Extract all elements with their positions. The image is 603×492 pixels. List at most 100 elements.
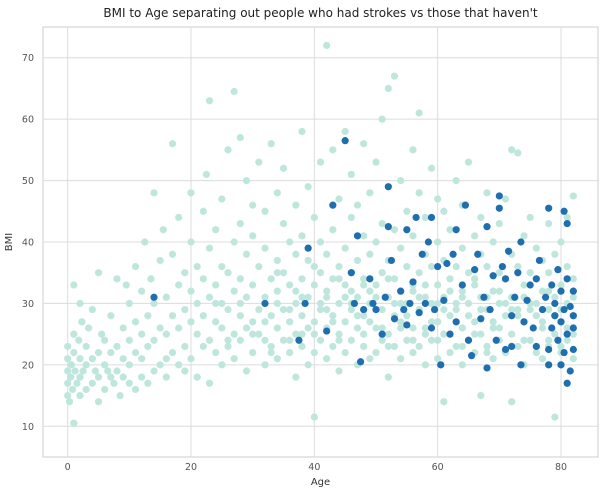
no-stroke-point — [378, 269, 386, 277]
no-stroke-point — [360, 275, 368, 283]
no-stroke-point — [88, 305, 96, 314]
no-stroke-point — [477, 213, 485, 222]
no-stroke-point — [390, 275, 399, 283]
no-stroke-point — [205, 336, 214, 344]
no-stroke-point — [101, 336, 109, 344]
stroke-point — [566, 302, 574, 311]
no-stroke-point — [483, 342, 491, 351]
no-stroke-point — [477, 330, 485, 338]
no-stroke-point — [347, 170, 355, 179]
no-stroke-point — [104, 367, 112, 375]
no-stroke-point — [501, 312, 510, 320]
no-stroke-point — [563, 213, 571, 222]
no-stroke-point — [230, 330, 238, 338]
no-stroke-point — [360, 312, 368, 320]
no-stroke-point — [230, 355, 238, 363]
no-stroke-point — [150, 367, 158, 375]
stroke-point — [501, 345, 510, 354]
stroke-point — [526, 281, 534, 289]
stroke-point — [557, 318, 565, 326]
no-stroke-point — [310, 413, 318, 421]
no-stroke-point — [267, 140, 275, 148]
no-stroke-point — [347, 287, 355, 295]
no-stroke-point — [514, 305, 522, 314]
no-stroke-point — [323, 287, 331, 295]
no-stroke-point — [323, 355, 331, 363]
no-stroke-point — [286, 336, 294, 344]
no-stroke-point — [434, 318, 442, 326]
no-stroke-point — [236, 299, 244, 308]
no-stroke-point — [279, 336, 288, 344]
no-stroke-point — [464, 158, 473, 166]
no-stroke-point — [261, 336, 269, 344]
no-stroke-point — [138, 355, 146, 363]
stroke-point — [569, 345, 577, 354]
no-stroke-point — [255, 158, 263, 166]
no-stroke-point — [141, 238, 149, 246]
no-stroke-point — [403, 262, 411, 271]
x-tick-label: 60 — [432, 462, 444, 473]
stroke-point — [403, 321, 411, 329]
no-stroke-point — [162, 355, 170, 363]
stroke-point — [563, 275, 571, 283]
no-stroke-point — [440, 398, 448, 406]
no-stroke-point — [144, 342, 152, 351]
no-stroke-point — [230, 87, 238, 96]
no-stroke-point — [138, 330, 146, 338]
no-stroke-point — [421, 281, 429, 289]
no-stroke-point — [341, 293, 349, 301]
y-tick-label: 70 — [22, 53, 34, 64]
no-stroke-point — [514, 342, 522, 351]
no-stroke-point — [212, 281, 220, 289]
no-stroke-point — [495, 269, 503, 277]
no-stroke-point — [71, 367, 79, 375]
no-stroke-point — [230, 238, 238, 246]
no-stroke-point — [150, 189, 158, 197]
no-stroke-point — [156, 256, 164, 265]
stroke-point — [449, 250, 457, 258]
no-stroke-point — [440, 305, 448, 314]
no-stroke-point — [366, 250, 374, 258]
no-stroke-point — [360, 281, 368, 289]
no-stroke-point — [193, 373, 201, 381]
stroke-point — [384, 223, 392, 231]
no-stroke-point — [329, 226, 337, 234]
y-tick-label: 10 — [22, 422, 34, 433]
stroke-point — [430, 305, 439, 314]
no-stroke-point — [341, 348, 349, 357]
no-stroke-point — [384, 342, 392, 351]
no-stroke-point — [397, 299, 405, 308]
no-stroke-point — [70, 348, 78, 357]
no-stroke-point — [458, 244, 466, 252]
no-stroke-point — [378, 115, 386, 123]
no-stroke-point — [489, 287, 497, 295]
stroke-point — [545, 204, 553, 212]
no-stroke-point — [514, 262, 522, 271]
x-axis-label: Age — [311, 477, 330, 488]
no-stroke-point — [483, 348, 491, 357]
no-stroke-point — [329, 312, 337, 320]
no-stroke-point — [298, 342, 306, 351]
no-stroke-point — [82, 361, 90, 369]
no-stroke-point — [464, 299, 473, 308]
no-stroke-point — [569, 192, 577, 200]
stroke-point — [548, 324, 556, 332]
no-stroke-point — [242, 250, 251, 258]
no-stroke-point — [138, 287, 146, 295]
no-stroke-point — [495, 324, 503, 332]
no-stroke-point — [458, 293, 466, 301]
no-stroke-point — [427, 299, 436, 308]
no-stroke-point — [125, 379, 133, 387]
no-stroke-point — [162, 293, 170, 301]
no-stroke-point — [440, 207, 448, 215]
no-stroke-point — [409, 336, 417, 344]
no-stroke-point — [181, 342, 189, 351]
no-stroke-point — [421, 324, 429, 332]
no-stroke-point — [230, 287, 238, 295]
no-stroke-point — [236, 275, 244, 283]
no-stroke-point — [520, 281, 528, 289]
no-stroke-point — [520, 232, 528, 240]
stroke-point — [406, 299, 414, 308]
no-stroke-point — [501, 195, 510, 203]
no-stroke-point — [508, 305, 516, 314]
